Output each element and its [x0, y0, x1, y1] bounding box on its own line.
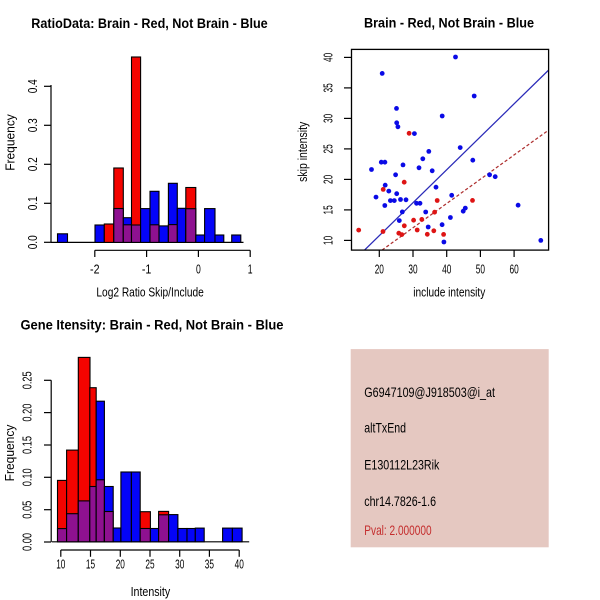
svg-text:0.00: 0.00 [21, 533, 35, 551]
svg-text:10: 10 [56, 558, 65, 572]
svg-text:0.2: 0.2 [26, 157, 40, 171]
svg-text:35: 35 [322, 83, 336, 92]
svg-text:50: 50 [476, 263, 485, 277]
svg-text:Log2 Ratio Skip/Include: Log2 Ratio Skip/Include [96, 286, 203, 300]
svg-text:25: 25 [145, 558, 154, 572]
svg-text:60: 60 [510, 263, 519, 277]
svg-text:10: 10 [322, 236, 336, 245]
svg-text:15: 15 [86, 558, 95, 572]
svg-text:15: 15 [322, 205, 336, 214]
svg-text:Frequency: Frequency [3, 424, 17, 481]
svg-text:30: 30 [408, 263, 417, 277]
svg-text:0.20: 0.20 [21, 404, 35, 422]
svg-text:20: 20 [375, 263, 384, 277]
svg-text:40: 40 [322, 53, 336, 62]
svg-text:Brain - Red, Not Brain - Blue: Brain - Red, Not Brain - Blue [364, 16, 534, 31]
svg-text:0.15: 0.15 [21, 436, 35, 454]
svg-text:0: 0 [196, 263, 201, 277]
svg-text:0.10: 0.10 [21, 468, 35, 486]
svg-text:0.1: 0.1 [26, 196, 40, 210]
svg-text:0.05: 0.05 [21, 501, 35, 519]
svg-text:G6947109@J918503@i_at: G6947109@J918503@i_at [364, 384, 495, 400]
svg-text:altTxEnd: altTxEnd [364, 420, 406, 436]
svg-text:25: 25 [322, 144, 336, 153]
svg-text:-1: -1 [142, 263, 152, 277]
svg-text:0.25: 0.25 [21, 371, 35, 389]
svg-text:35: 35 [205, 558, 214, 572]
svg-text:0.0: 0.0 [26, 235, 40, 249]
svg-text:0.4: 0.4 [26, 79, 40, 93]
svg-text:RatioData: Brain - Red, Not Br: RatioData: Brain - Red, Not Brain - Blue [31, 16, 268, 31]
svg-text:Intensity: Intensity [131, 585, 171, 599]
svg-text:chr14.7826-1.6: chr14.7826-1.6 [364, 493, 436, 509]
svg-text:-2: -2 [90, 263, 100, 277]
svg-text:Gene Itensity: Brain - Red, No: Gene Itensity: Brain - Red, Not Brain - … [21, 318, 284, 333]
svg-text:skip intensity: skip intensity [296, 121, 310, 182]
svg-text:30: 30 [175, 558, 184, 572]
svg-text:30: 30 [322, 114, 336, 123]
svg-text:E130112L23Rik: E130112L23Rik [364, 456, 440, 472]
svg-text:20: 20 [116, 558, 125, 572]
svg-text:1: 1 [248, 263, 253, 277]
svg-text:include intensity: include intensity [413, 286, 486, 300]
svg-text:0.3: 0.3 [26, 118, 40, 132]
svg-text:20: 20 [322, 175, 336, 184]
svg-text:40: 40 [235, 558, 244, 572]
svg-text:40: 40 [442, 263, 451, 277]
svg-text:Frequency: Frequency [3, 113, 17, 170]
svg-text:Pval: 2.000000: Pval: 2.000000 [364, 522, 431, 538]
